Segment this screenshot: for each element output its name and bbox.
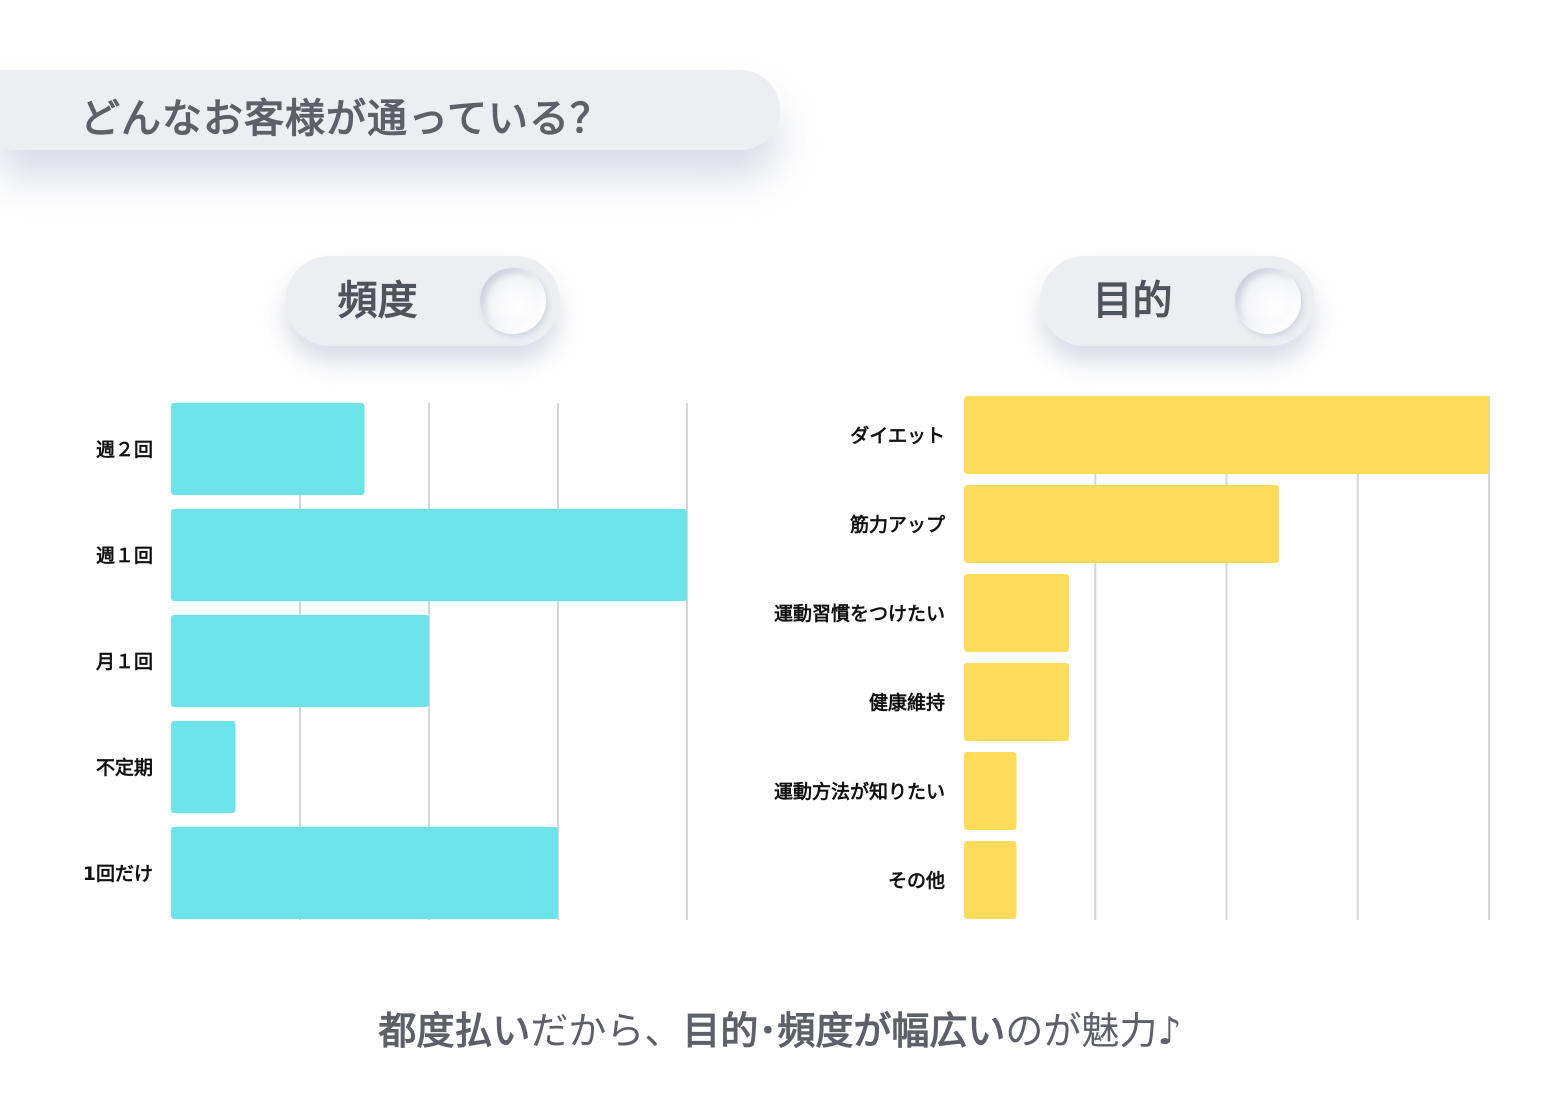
purpose-category-label: 運動習慣をつけたい (774, 602, 945, 625)
purpose-category-label: 健康維持 (869, 691, 945, 714)
frequency-bar (171, 615, 429, 707)
purpose-bar (964, 396, 1489, 474)
footer-part-3: 目的･頻度が幅広い (682, 1009, 1006, 1053)
frequency-category-label: 月１回 (95, 651, 153, 673)
frequency-bar (171, 827, 558, 919)
footer-part-4: のが魅力♪ (1005, 1009, 1182, 1053)
frequency-category-label: 不定期 (96, 756, 153, 779)
footer-part-2: だから、 (530, 1009, 683, 1053)
purpose-category-label: ダイエット (850, 424, 945, 447)
purpose-bar (964, 841, 1017, 919)
frequency-bar (171, 721, 236, 813)
purpose-bar (964, 752, 1017, 830)
purpose-bar (964, 663, 1069, 741)
frequency-toggle[interactable]: 頻度 (285, 256, 560, 346)
header-banner (0, 70, 780, 150)
purpose-category-label: 運動方法が知りたい (774, 780, 945, 803)
frequency-category-label: 週２回 (96, 439, 153, 461)
purpose-bar (964, 485, 1279, 563)
frequency-toggle-label: 頻度 (337, 278, 418, 324)
frequency-toggle-knob[interactable] (480, 268, 546, 334)
purpose-category-label: その他 (888, 869, 945, 892)
purpose-bar (964, 574, 1069, 652)
purpose-toggle-knob[interactable] (1235, 268, 1301, 334)
frequency-bar (171, 509, 687, 601)
page-title: どんなお客様が通っている？ (80, 96, 611, 142)
frequency-category-label: 週１回 (96, 545, 153, 567)
purpose-category-label: 筋力アップ (850, 513, 946, 536)
footer-caption: 都度払いだから、目的･頻度が幅広いのが魅力♪ (0, 1000, 1560, 1055)
frequency-bar (171, 403, 365, 495)
purpose-toggle[interactable]: 目的 (1040, 256, 1315, 346)
frequency-category-label: 1回だけ (83, 863, 153, 885)
footer-part-1: 都度払い (378, 1009, 531, 1053)
purpose-toggle-label: 目的 (1092, 278, 1173, 324)
